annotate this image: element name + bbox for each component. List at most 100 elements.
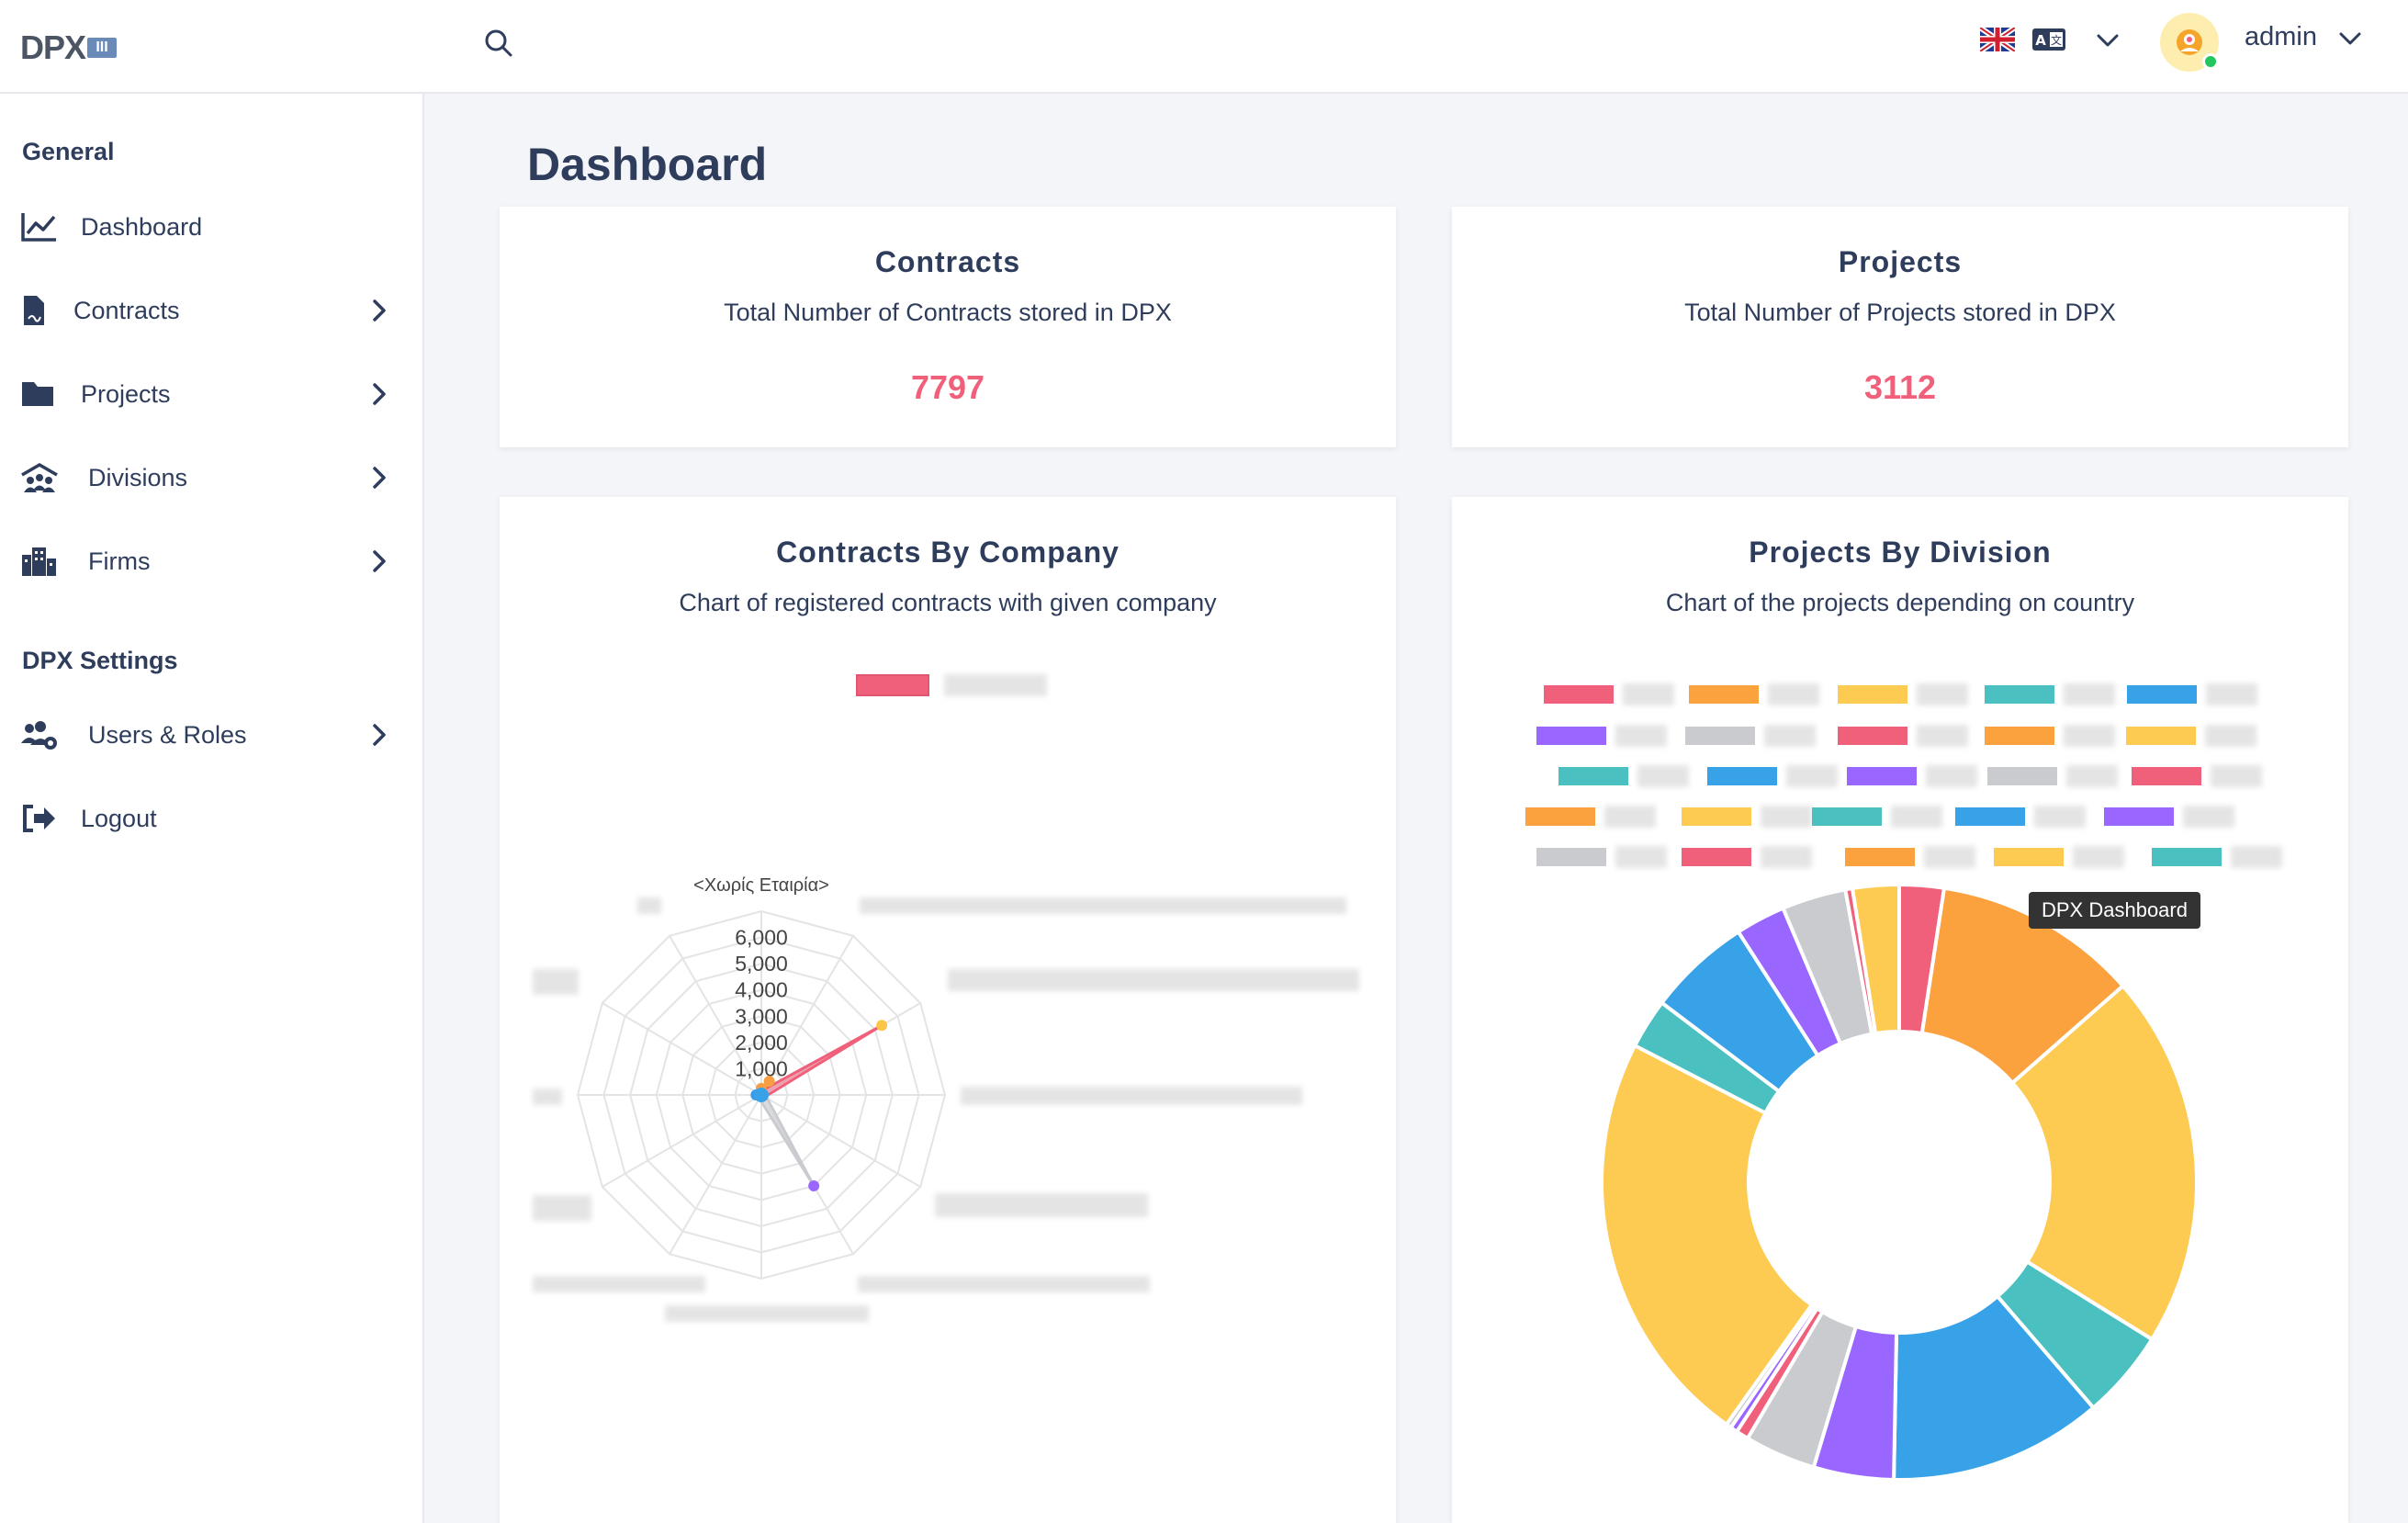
- sidebar-item-label: Dashboard: [81, 212, 203, 241]
- radar-tick-label: 2,000: [735, 1031, 788, 1055]
- redacted-legend-label: [1924, 846, 1975, 868]
- user-name[interactable]: admin: [2245, 22, 2317, 51]
- sidebar-item-projects[interactable]: Projects: [0, 362, 424, 426]
- card-subtitle: Chart of the projects depending on count…: [1665, 589, 2135, 616]
- search-icon[interactable]: [483, 28, 514, 59]
- logo-numeral: III: [87, 38, 118, 58]
- radar-data-point[interactable]: [876, 1020, 888, 1032]
- redacted-legend-label: [2205, 725, 2256, 747]
- legend-swatch[interactable]: [2104, 807, 2174, 826]
- legend-swatch[interactable]: [1558, 767, 1628, 785]
- sidebar-item-contracts[interactable]: Contracts: [0, 278, 424, 343]
- radar-axis-line: [760, 1094, 921, 1188]
- redacted-legend-label: [2211, 765, 2262, 787]
- sidebar-item-logout[interactable]: Logout: [0, 786, 424, 851]
- uk-flag-icon[interactable]: [1980, 28, 2015, 51]
- legend-swatch[interactable]: [1985, 685, 2054, 704]
- svg-text:文: 文: [2051, 33, 2062, 47]
- radar-data-point[interactable]: [763, 1076, 775, 1088]
- redacted-legend-label: [1615, 725, 1667, 747]
- sidebar-item-divisions[interactable]: Divisions: [0, 446, 424, 510]
- sidebar-item-firms[interactable]: Firms: [0, 529, 424, 593]
- chart-line-icon: [21, 213, 56, 242]
- avatar[interactable]: [2160, 13, 2219, 72]
- logout-icon: [23, 805, 55, 832]
- redacted-legend-label: [1764, 725, 1816, 747]
- chart-tooltip: DPX Dashboard: [2029, 892, 2200, 929]
- legend-swatch[interactable]: [1994, 848, 2064, 866]
- card-title: Projects By Division: [1749, 536, 2052, 569]
- radar-axis-line: [669, 935, 762, 1096]
- doughnut-slice[interactable]: [1919, 886, 2126, 1086]
- legend-swatch[interactable]: [1682, 848, 1751, 866]
- redacted-legend-label: [1891, 806, 1942, 828]
- redacted-axis-label: [533, 1089, 562, 1105]
- chevron-right-icon: [373, 467, 386, 489]
- legend-swatch[interactable]: [1682, 807, 1751, 826]
- radar-axis-line: [669, 1094, 762, 1255]
- legend-swatch[interactable]: [1536, 727, 1606, 745]
- redacted-legend-label: [1761, 806, 1812, 828]
- doughnut-slice[interactable]: [2009, 983, 2199, 1342]
- redacted-axis-label: [533, 1195, 591, 1221]
- radar-tick-label: 3,000: [735, 1004, 788, 1028]
- redacted-legend-label: [1761, 846, 1812, 868]
- card-subtitle: Chart of registered contracts with given…: [679, 589, 1217, 616]
- legend-swatch[interactable]: [1536, 848, 1606, 866]
- people-roof-icon: [21, 462, 58, 492]
- contracts-card: Contracts Total Number of Contracts stor…: [500, 207, 1396, 447]
- legend-swatch[interactable]: [2152, 848, 2222, 866]
- legend-swatch[interactable]: [1838, 727, 1907, 745]
- redacted-axis-label: [533, 969, 579, 995]
- legend-swatch[interactable]: [1847, 767, 1917, 785]
- legend-swatch[interactable]: [1985, 727, 2054, 745]
- legend-swatch[interactable]: [1845, 848, 1915, 866]
- redacted-legend-label: [2066, 765, 2118, 787]
- redacted-axis-label: [860, 897, 1346, 914]
- chevron-down-icon[interactable]: [2096, 31, 2120, 50]
- legend-swatch[interactable]: [1987, 767, 2057, 785]
- radar-axis-line: [602, 1094, 762, 1188]
- card-title: Projects: [1838, 245, 1963, 278]
- section-general-title: General: [22, 138, 115, 165]
- legend-swatch[interactable]: [1955, 807, 2025, 826]
- radar-legend-swatch[interactable]: [856, 674, 929, 696]
- radar-tick-label: 6,000: [735, 926, 788, 950]
- sidebar-item-dashboard[interactable]: Dashboard: [0, 195, 424, 259]
- top-bar: DPX III A 文 admin: [0, 0, 2408, 94]
- chevron-right-icon: [373, 299, 386, 322]
- legend-swatch[interactable]: [1544, 685, 1614, 704]
- redacted-legend-label: [944, 674, 1047, 696]
- redacted-legend-label: [1604, 806, 1656, 828]
- doughnut-slice[interactable]: [1600, 1043, 1815, 1427]
- redacted-legend-label: [1926, 765, 1977, 787]
- logo[interactable]: DPX III: [20, 28, 118, 66]
- svg-text:A: A: [2035, 32, 2046, 49]
- redacted-legend-label: [1917, 683, 1968, 705]
- sidebar-item-label: Logout: [81, 804, 157, 832]
- logo-text: DPX: [20, 28, 86, 66]
- doughnut-slice[interactable]: [1850, 882, 1901, 1036]
- translate-icon[interactable]: A 文: [2031, 28, 2066, 51]
- redacted-legend-label: [2034, 806, 2086, 828]
- legend-swatch[interactable]: [2132, 767, 2201, 785]
- legend-swatch[interactable]: [1525, 807, 1595, 826]
- legend-swatch[interactable]: [2126, 727, 2196, 745]
- projects-count: 3112: [1863, 368, 1937, 406]
- legend-swatch[interactable]: [2127, 685, 2197, 704]
- radar-tick-label: 5,000: [735, 952, 788, 976]
- sidebar-item-users-roles[interactable]: Users & Roles: [0, 703, 424, 767]
- chevron-right-icon: [373, 724, 386, 746]
- chevron-right-icon: [373, 383, 386, 405]
- legend-swatch[interactable]: [1838, 685, 1907, 704]
- contracts-count: 7797: [910, 368, 985, 406]
- radar-data-point[interactable]: [808, 1179, 820, 1191]
- legend-swatch[interactable]: [1812, 807, 1882, 826]
- legend-swatch[interactable]: [1689, 685, 1759, 704]
- legend-swatch[interactable]: [1707, 767, 1777, 785]
- radar-center-point[interactable]: [754, 1088, 769, 1102]
- legend-swatch[interactable]: [1685, 727, 1755, 745]
- user-menu-chevron-icon[interactable]: [2338, 29, 2362, 48]
- redacted-axis-label: [858, 1276, 1150, 1292]
